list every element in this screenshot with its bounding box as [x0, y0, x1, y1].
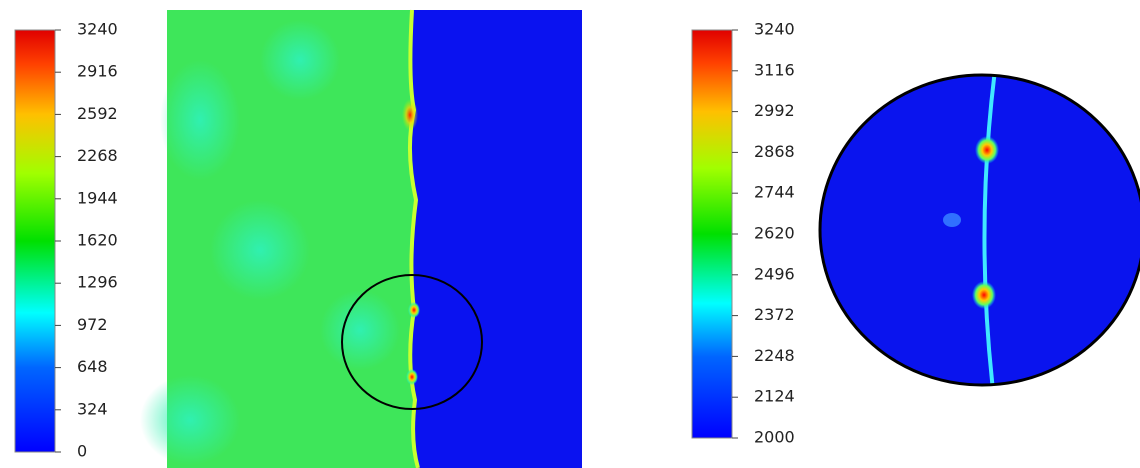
- field-plot: [140, 10, 582, 468]
- colorbar-tick-label: 2620: [754, 224, 795, 243]
- figure: 0 324 648 972 1296 1620 1944 2268 2592 2916 3240 20…: [0, 0, 1140, 468]
- colorbar-tick-label: 2372: [754, 305, 795, 324]
- colorbar-tick-label: 2868: [754, 142, 795, 161]
- colorbar-tick-label: 2744: [754, 183, 795, 202]
- colorbar-tick-label: 2496: [754, 264, 795, 283]
- colorbar-tick-label: 2268: [77, 146, 118, 165]
- colorbar-tick-label: 1944: [77, 188, 118, 207]
- colorbar-tick-label: 2124: [754, 387, 795, 406]
- colorbar-tick-label: 1620: [77, 231, 118, 250]
- zoom-plot: [820, 70, 1140, 390]
- colorbar-tick-label: 2992: [754, 101, 795, 120]
- colorbar-tick-label: 1296: [77, 273, 118, 292]
- colorbar-tick-label: 2916: [77, 62, 118, 81]
- colorbar: [15, 30, 55, 452]
- colorbar-tick-label: 3240: [77, 20, 118, 39]
- colorbar-tick-label: 3240: [754, 20, 795, 39]
- colorbar-tick-label: 2248: [754, 346, 795, 365]
- colorbar-tick-label: 648: [77, 357, 108, 376]
- colorbar-tick-label: 2000: [754, 428, 795, 447]
- colorbar-tick-label: 0: [77, 442, 87, 461]
- colorbar-tick-label: 3116: [754, 60, 795, 79]
- colorbar-tick-label: 324: [77, 399, 108, 418]
- colorbar-tick-label: 972: [77, 315, 108, 334]
- colorbar: [692, 30, 732, 438]
- colorbar-tick-label: 2592: [77, 104, 118, 123]
